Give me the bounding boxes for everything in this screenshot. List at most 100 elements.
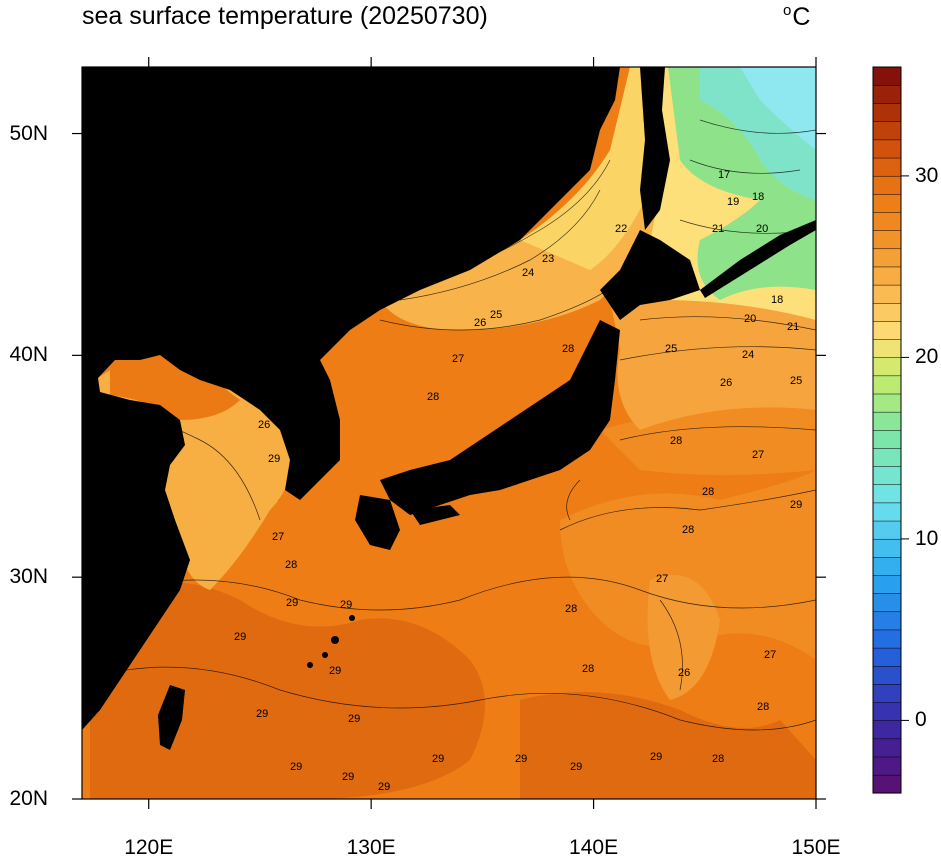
contour-label: 27 (272, 531, 284, 543)
colorbar-cell (872, 447, 902, 467)
colorbar-cell (872, 738, 902, 758)
contour-label: 24 (742, 349, 754, 361)
lon-tick-label: 130E (346, 836, 396, 859)
contour-label-group: 28 27 28 26 25 24 23 22 25 24 26 25 28 2… (234, 169, 802, 793)
contour-label: 28 (427, 391, 439, 403)
contour-label: 27 (752, 449, 764, 461)
contour-label: 28 (682, 524, 694, 536)
contour-label: 27 (452, 353, 464, 365)
contour-label: 28 (702, 486, 714, 498)
contour-label: 28 (757, 701, 769, 713)
unit-letter: C (792, 3, 811, 31)
map-frame (81, 66, 817, 800)
cool-water-east (610, 296, 816, 430)
colorbar-cell (872, 302, 902, 322)
land (82, 67, 816, 750)
contour-label: 25 (790, 375, 802, 387)
colorbar-cell (872, 429, 902, 449)
colorbar-cell (872, 248, 902, 268)
colorbar-cell (872, 720, 902, 740)
contour-label: 26 (258, 419, 270, 431)
contour-lines (82, 119, 816, 731)
colorbar-cell (872, 84, 902, 104)
contour-label: 26 (720, 377, 732, 389)
lon-tick-label: 120E (124, 836, 174, 859)
contour-label: 22 (615, 223, 627, 235)
lat-tick-label: 40N (9, 343, 48, 367)
contour-label: 29 (286, 597, 298, 609)
contour-label: 28 (285, 559, 297, 571)
colorbar-cell (872, 66, 902, 86)
colorbar-cell (872, 629, 902, 649)
contour-label: 19 (727, 196, 739, 208)
contour-label: 29 (234, 631, 246, 643)
map-ticks (72, 57, 826, 809)
contour-label: 21 (787, 321, 799, 333)
colorbar-tick-label: 30 (915, 163, 939, 187)
contour-label: 20 (744, 313, 756, 325)
contour-label: 29 (348, 713, 360, 725)
degree-symbol: o (783, 2, 792, 19)
colorbar-cell (872, 665, 902, 685)
lat-tick-label: 30N (9, 565, 48, 589)
colorbar-cell (872, 411, 902, 431)
contour-label: 26 (678, 667, 690, 679)
chart-title: sea surface temperature (20250730) (82, 2, 488, 30)
colorbar-cell (872, 121, 902, 141)
contour-label: 27 (764, 649, 776, 661)
contour-label: 29 (342, 771, 354, 783)
contour-label: 29 (290, 761, 302, 773)
colorbar-cells (872, 66, 902, 794)
contour-label: 21 (712, 223, 724, 235)
contour-label: 28 (582, 663, 594, 675)
contour-label: 28 (712, 753, 724, 765)
colorbar-cell (872, 211, 902, 231)
colorbar-cell (872, 320, 902, 340)
colorbar-cell (872, 756, 902, 776)
colorbar-cell (872, 683, 902, 703)
colorbar-cell (872, 466, 902, 485)
colorbar-ticks (901, 175, 909, 721)
contour-label: 29 (329, 665, 341, 677)
colorbar-cell (872, 502, 902, 522)
colorbar-cell (872, 556, 902, 576)
colorbar-cell (872, 139, 902, 159)
colorbar-cell (872, 702, 902, 721)
contour-label: 26 (474, 317, 486, 329)
contour-label: 29 (378, 781, 390, 793)
colorbar-cell (872, 538, 902, 558)
colorbar-tick-label: 0 (915, 708, 927, 732)
colorbar-cell (872, 193, 902, 213)
contour-label: 28 (670, 435, 682, 447)
colorbar-cell (872, 230, 902, 250)
contour-label: 29 (432, 753, 444, 765)
okhotsk-cyan (740, 67, 816, 150)
unit-label: oC (783, 2, 810, 32)
contour-label: 29 (515, 753, 527, 765)
contour-label: 29 (256, 708, 268, 720)
colorbar-cell (872, 357, 902, 377)
colorbar-cell (872, 611, 902, 631)
contour-label: 29 (650, 751, 662, 763)
colorbar-cell (872, 393, 902, 413)
colorbar-tick-label: 20 (915, 345, 939, 369)
contour-label: 18 (771, 294, 783, 306)
colorbar-cell (872, 339, 902, 358)
contour-label: 24 (522, 267, 534, 279)
lon-tick-label: 150E (791, 836, 841, 859)
colorbar-cell (872, 103, 902, 123)
colorbar-cell (872, 593, 902, 613)
lat-tick-label: 50N (9, 121, 48, 145)
sea-of-japan-far-north (520, 67, 650, 270)
contour-label: 28 (562, 343, 574, 355)
contour-label: 23 (542, 253, 554, 265)
colorbar-cell (872, 484, 902, 504)
lon-tick-label: 140E (569, 836, 619, 859)
colorbar-tick-label: 10 (915, 526, 939, 550)
contour-label: 29 (340, 599, 352, 611)
colorbar-cell (872, 157, 902, 177)
colorbar-cell (872, 647, 902, 667)
contour-label: 27 (656, 573, 668, 585)
contour-label: 29 (570, 761, 582, 773)
